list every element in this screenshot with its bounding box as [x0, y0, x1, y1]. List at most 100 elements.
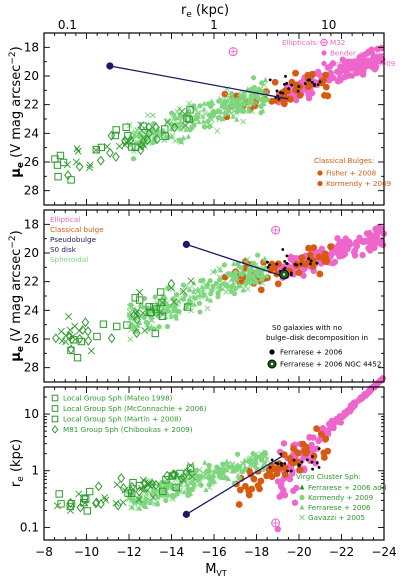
- local-group-point: [67, 344, 75, 355]
- elliptical-point: [365, 231, 372, 238]
- spheroidal-point: [205, 118, 211, 125]
- spheroidal-point: [192, 104, 198, 111]
- elliptical-point: [306, 434, 313, 441]
- local-group-point: [94, 481, 103, 492]
- local-group-point: [177, 473, 186, 484]
- legend-type-elliptical: Elliptical: [50, 215, 80, 224]
- local-group-point: [114, 500, 122, 511]
- spheroidal-point: [237, 94, 244, 100]
- local-group-point: [83, 507, 92, 515]
- spheroidal-point: [261, 451, 267, 458]
- axes-layer: 18 20 22 24 26 28 18 20 22 24 26 28 0.1 1 10 −8 −10 −12 −1…: [20, 18, 397, 559]
- local-group-point: [72, 158, 80, 166]
- local-group-point: [150, 303, 158, 311]
- spheroidal-point: [227, 272, 233, 278]
- local-group-point: [52, 333, 60, 344]
- local-group-point: [152, 122, 160, 133]
- y-title-top-main: μ: [9, 168, 24, 178]
- local-group-point: [86, 161, 94, 169]
- spheroidal-point: [246, 459, 252, 465]
- spheroidal-point: [168, 126, 174, 132]
- spheroidal-point: [237, 108, 243, 114]
- spheroidal-point: [235, 451, 241, 457]
- local-group-point: [123, 321, 131, 329]
- bulge-point: [313, 425, 321, 433]
- spheroidal-point: [237, 283, 243, 289]
- s0-point: [287, 87, 291, 91]
- spheroidal-point: [192, 294, 199, 301]
- y-tick-label: 1: [31, 464, 39, 478]
- local-group-point: [112, 151, 120, 162]
- local-group-point: [140, 134, 148, 142]
- legend-kormendy-ell-label: Kormendy + 2009: [330, 59, 396, 68]
- s0-point: [285, 254, 289, 258]
- local-group-point: [112, 126, 120, 134]
- s0-point: [268, 263, 271, 267]
- s0-point: [277, 97, 281, 101]
- spheroidal-point: [253, 279, 259, 285]
- spheroidal-point: [171, 299, 177, 306]
- elliptical-point: [379, 241, 387, 249]
- spheroidal-point: [210, 113, 216, 119]
- bulge-point: [309, 257, 317, 265]
- spheroidal-point: [174, 300, 181, 307]
- spheroidal-point: [196, 118, 202, 125]
- y-tick-label: 10: [24, 407, 39, 421]
- spheroidal-point: [249, 267, 255, 273]
- elliptical-point: [352, 239, 360, 247]
- local-group-point: [87, 347, 95, 355]
- local-group-point: [156, 309, 164, 317]
- elliptical-point: [356, 234, 363, 241]
- local-group-point: [92, 146, 100, 154]
- local-group-point: [80, 494, 88, 502]
- local-group-point: [84, 335, 93, 346]
- spheroidal-point: [252, 458, 258, 465]
- top-axis-title-sub: e: [186, 10, 192, 20]
- local-group-point: [163, 118, 172, 126]
- spheroidal-point: [198, 278, 204, 284]
- y-tick-label: 26: [24, 332, 39, 346]
- elliptical-point: [337, 250, 344, 258]
- spheroidal-point: [200, 469, 207, 476]
- y-axis-title-middle: μe (V mag arcsec−2): [8, 230, 26, 361]
- elliptical-point: [276, 493, 283, 500]
- top-tick-label: 10: [321, 18, 336, 32]
- local-group-point: [187, 462, 195, 470]
- elliptical-point: [335, 418, 342, 425]
- spheroidal-point: [250, 260, 256, 267]
- elliptical-point: [372, 231, 379, 239]
- local-group-point: [66, 506, 74, 514]
- spheroidal-point: [193, 467, 199, 474]
- local-group-point: [183, 114, 191, 122]
- elliptical-point: [356, 68, 364, 76]
- bulge-point: [290, 445, 297, 453]
- legend-ferrarese-s0-marker: [269, 349, 275, 355]
- elliptical-point: [291, 499, 299, 506]
- elliptical-point: [341, 250, 349, 258]
- local-group-point: [158, 312, 167, 321]
- s0-point: [307, 257, 310, 260]
- spheroidal-point: [190, 482, 197, 489]
- bulge-point: [308, 71, 316, 79]
- elliptical-point: [344, 58, 352, 65]
- local-group-point: [76, 502, 85, 513]
- local-group-point: [132, 310, 140, 318]
- legend-ngc4452-label: Ferrarese + 2006 NGC 4452: [280, 360, 381, 369]
- y-title-top-sub: e: [16, 162, 26, 168]
- legend-kormendy-ell-marker: [321, 60, 327, 67]
- legend-type-spheroidal: Spheroidal: [50, 255, 88, 264]
- spheroidal-point: [137, 301, 144, 307]
- elliptical-point: [359, 394, 366, 402]
- local-group-point: [85, 487, 94, 496]
- spheroidal-point: [259, 280, 266, 287]
- s0-point: [275, 262, 279, 266]
- spheroidal-point: [130, 156, 137, 162]
- spheroidal-point: [144, 112, 151, 119]
- spheroidal-point: [129, 504, 135, 510]
- spheroidal-point: [220, 115, 226, 122]
- local-group-point: [84, 326, 92, 337]
- local-group-point: [139, 141, 147, 149]
- spheroidal-point: [258, 97, 264, 103]
- spheroidal-point: [170, 303, 176, 310]
